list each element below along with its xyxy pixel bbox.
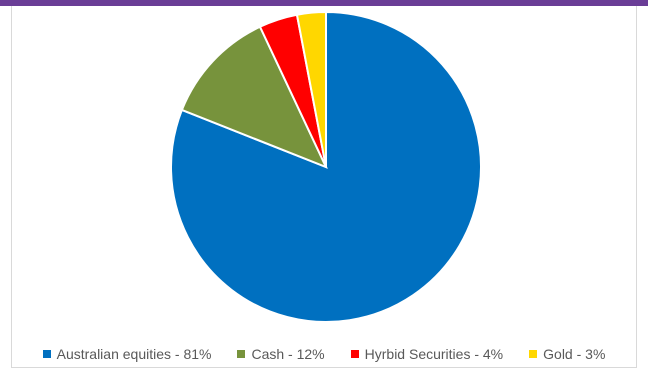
- legend-swatch: [350, 350, 359, 358]
- legend-item: Hyrbid Securities - 4%: [350, 346, 504, 362]
- pie-chart: [170, 10, 482, 323]
- legend-item: Cash - 12%: [237, 346, 325, 362]
- legend-item: Gold - 3%: [529, 346, 605, 362]
- legend-swatch: [529, 350, 538, 358]
- legend-swatch: [237, 350, 246, 358]
- legend-label: Cash - 12%: [251, 346, 325, 362]
- window-accent-bar: [0, 0, 648, 6]
- pie-slice: [295, 10, 327, 168]
- legend-label: Australian equities - 81%: [56, 346, 212, 362]
- legend-swatch: [42, 350, 51, 358]
- pie-slice: [180, 25, 328, 169]
- chart-legend: Australian equities - 81% Cash - 12% Hyrbi…: [0, 344, 648, 364]
- legend-label: Hyrbid Securities - 4%: [364, 346, 504, 362]
- legend-label: Gold - 3%: [543, 346, 606, 362]
- legend-item: Australian equities - 81%: [42, 346, 212, 362]
